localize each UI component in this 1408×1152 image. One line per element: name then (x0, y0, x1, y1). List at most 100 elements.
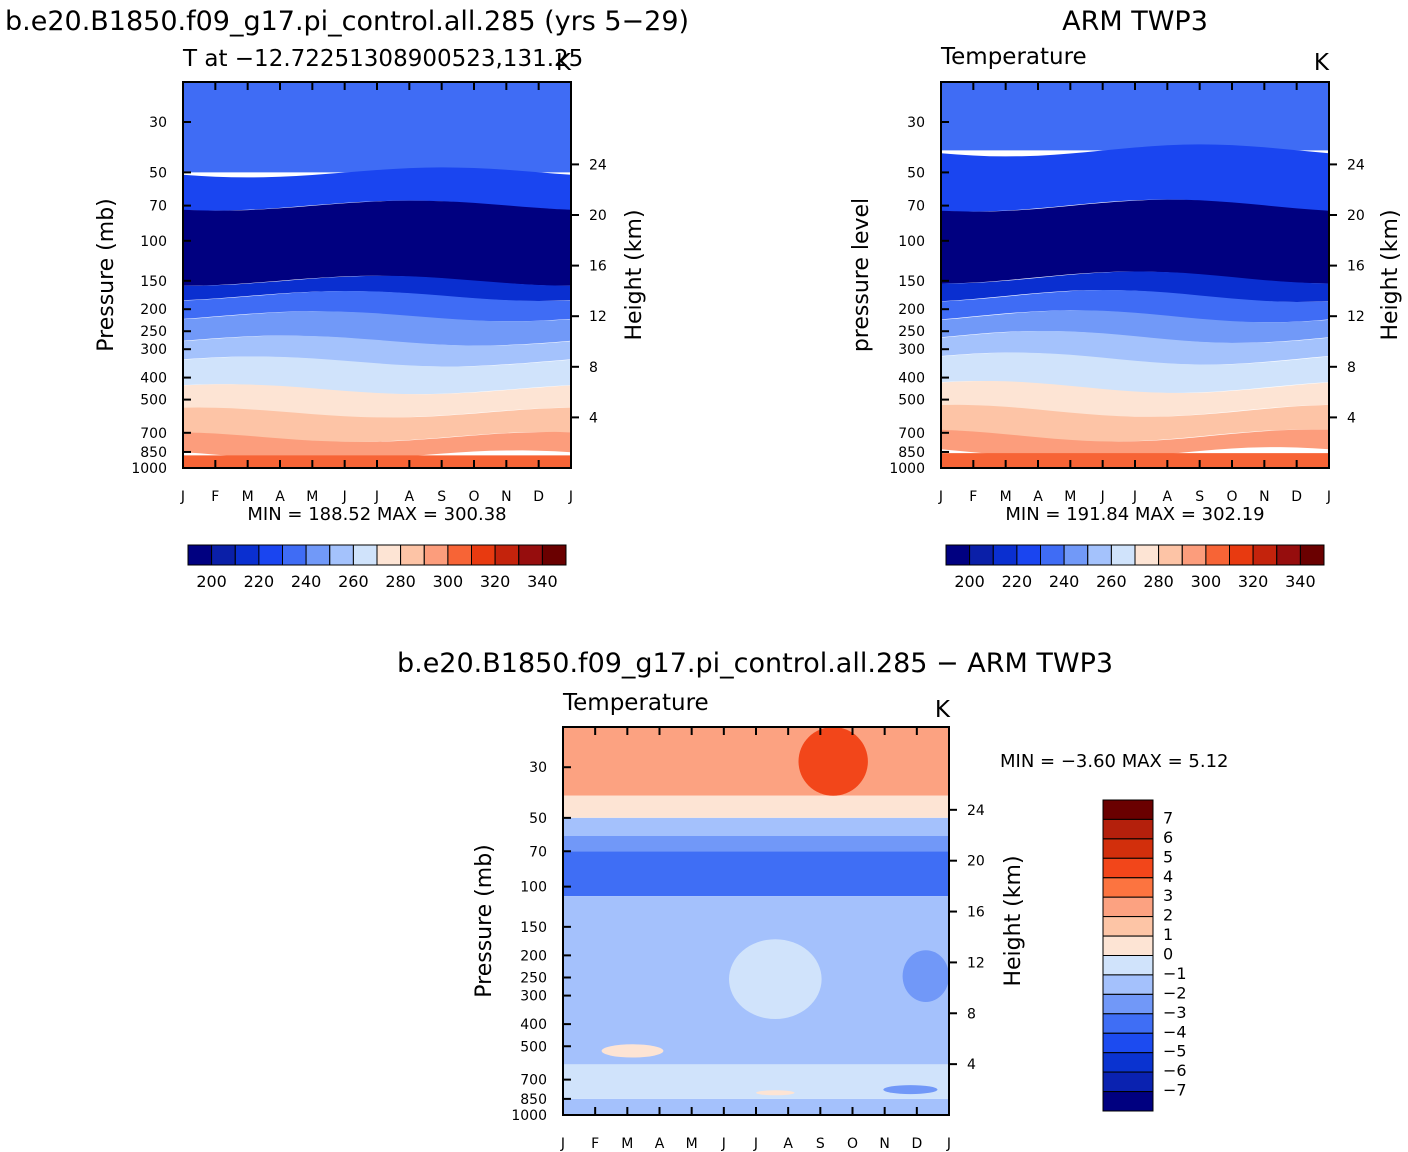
panel-model: b.e20.B1850.f09_g17.pi_control.all.285 (… (5, 6, 689, 591)
colorbar-swatch (305, 544, 331, 566)
y2-tick-label: 8 (589, 360, 598, 376)
x-tick-label: O (847, 1136, 858, 1152)
x-tick-label: D (911, 1136, 922, 1152)
x-tick-label: N (501, 489, 511, 505)
panel-diff-axes: J F M A M J J A S O N D J 30 50 70 100 150 200 250 300 400 500… (511, 727, 985, 1152)
x-tick-label: J (721, 1136, 726, 1152)
panel-model-y2label: Height (km) (622, 209, 647, 340)
panel-obs-colorbar: 200 220 240 260 280 300 320 340 (945, 544, 1325, 591)
temperature-band-225K (941, 290, 1329, 323)
panel-model-minmax: MIN = 188.52 MAX = 300.38 (247, 504, 506, 525)
colorbar-swatch (1102, 799, 1154, 820)
colorbar-swatch (1102, 974, 1154, 995)
colorbar-swatch (1102, 955, 1154, 976)
colorbar-tick-label: 4 (1163, 867, 1173, 886)
colorbar-swatch (352, 544, 378, 566)
colorbar-swatch (1102, 916, 1154, 937)
y-tick-label: 70 (529, 844, 547, 860)
panel-obs-ylabel: pressure level (849, 198, 874, 352)
temperature-band-235K (183, 311, 571, 346)
x-tick-label: M (621, 1136, 633, 1152)
x-tick-label: O (468, 489, 479, 505)
y-tick-label: 850 (140, 445, 167, 461)
x-tick-label: A (655, 1136, 665, 1152)
difference-anomaly-patch (729, 939, 822, 1019)
colorbar-swatch (1102, 896, 1154, 918)
difference-anomaly-patch (798, 727, 868, 796)
y-tick-label: 700 (520, 1073, 547, 1089)
y2-tick-label: 24 (967, 803, 985, 819)
temperature-band-215K (183, 167, 571, 211)
x-tick-label: F (969, 489, 977, 505)
colorbar-swatch (1102, 1091, 1154, 1112)
temperature-band-195K (183, 200, 571, 286)
temperature-band-225K (183, 82, 571, 173)
temperature-band-205K (941, 271, 1329, 302)
x-tick-label: F (211, 489, 219, 505)
colorbar-swatch (1134, 544, 1160, 566)
colorbar-tick-label: −6 (1163, 1061, 1187, 1080)
y-tick-label: 300 (520, 989, 547, 1005)
temperature-band-245K (941, 331, 1329, 365)
y-tick-label: 100 (520, 880, 547, 896)
colorbar-swatch (1016, 544, 1042, 566)
y-tick-label: 250 (898, 324, 925, 340)
x-tick-label: J (938, 489, 943, 505)
colorbar-tick-label: −3 (1163, 1003, 1187, 1022)
panel-obs-subtitle: Temperature (940, 44, 1087, 70)
x-tick-label: M (686, 1136, 698, 1152)
y2-tick-label: 16 (967, 905, 985, 921)
colorbar-tick-label: 3 (1163, 886, 1173, 905)
temperature-band-275K (941, 404, 1329, 442)
colorbar-tick-label: −7 (1163, 1081, 1187, 1100)
colorbar-swatch (471, 544, 496, 566)
difference-anomaly-patch (601, 1044, 664, 1058)
y2-tick-label: 4 (589, 410, 598, 426)
colorbar-tick-label: 7 (1163, 808, 1173, 827)
colorbar-swatch (1087, 544, 1112, 566)
colorbar-swatch (234, 544, 260, 566)
difference-band (563, 1064, 949, 1099)
difference-anomaly-patch (902, 950, 949, 1002)
x-tick-label: J (1100, 489, 1105, 505)
colorbar-tick-label: 320 (1238, 572, 1269, 591)
colorbar-tick-label: 5 (1163, 847, 1173, 866)
x-tick-label: D (1291, 489, 1302, 505)
colorbar-tick-label: 240 (291, 572, 322, 591)
difference-band (563, 727, 949, 796)
y2-tick-label: 20 (1347, 208, 1365, 224)
colorbar-tick-label: 300 (433, 572, 464, 591)
panel-diff-y2label: Height (km) (1001, 855, 1026, 986)
colorbar-swatch (282, 544, 307, 566)
y-tick-label: 30 (907, 115, 925, 131)
colorbar-swatch (187, 544, 213, 566)
x-tick-label: J (1132, 489, 1137, 505)
temperature-band-235K (941, 310, 1329, 343)
y2-tick-label: 12 (589, 309, 607, 325)
colorbar-swatch (329, 544, 354, 566)
y-tick-label: 300 (140, 342, 167, 358)
panel-obs-minmax: MIN = 191.84 MAX = 302.19 (1005, 504, 1264, 525)
panel-obs-y2label: Height (km) (1378, 209, 1403, 340)
colorbar-swatch (945, 544, 971, 566)
y-tick-label: 400 (520, 1017, 547, 1033)
panel-model-units: K (556, 50, 572, 76)
panel-diff-units: K (935, 697, 951, 723)
y2-tick-label: 4 (967, 1057, 976, 1073)
colorbar-swatch (1299, 544, 1325, 566)
colorbar-tick-label: 220 (1002, 572, 1033, 591)
y-tick-label: 400 (898, 371, 925, 387)
y-tick-label: 30 (529, 760, 547, 776)
y-tick-label: 200 (140, 302, 167, 318)
x-tick-label: S (1195, 489, 1204, 505)
colorbar-swatch (1102, 1013, 1154, 1034)
colorbar-swatch (1229, 544, 1254, 566)
temperature-band-245K (183, 335, 571, 367)
difference-anomaly-patch (883, 1085, 938, 1095)
colorbar-swatch (494, 544, 520, 566)
y-tick-label: 500 (140, 393, 167, 409)
x-tick-label: J (568, 489, 573, 505)
x-tick-label: M (306, 489, 318, 505)
y-tick-label: 1000 (889, 461, 925, 477)
y-tick-label: 30 (149, 115, 167, 131)
